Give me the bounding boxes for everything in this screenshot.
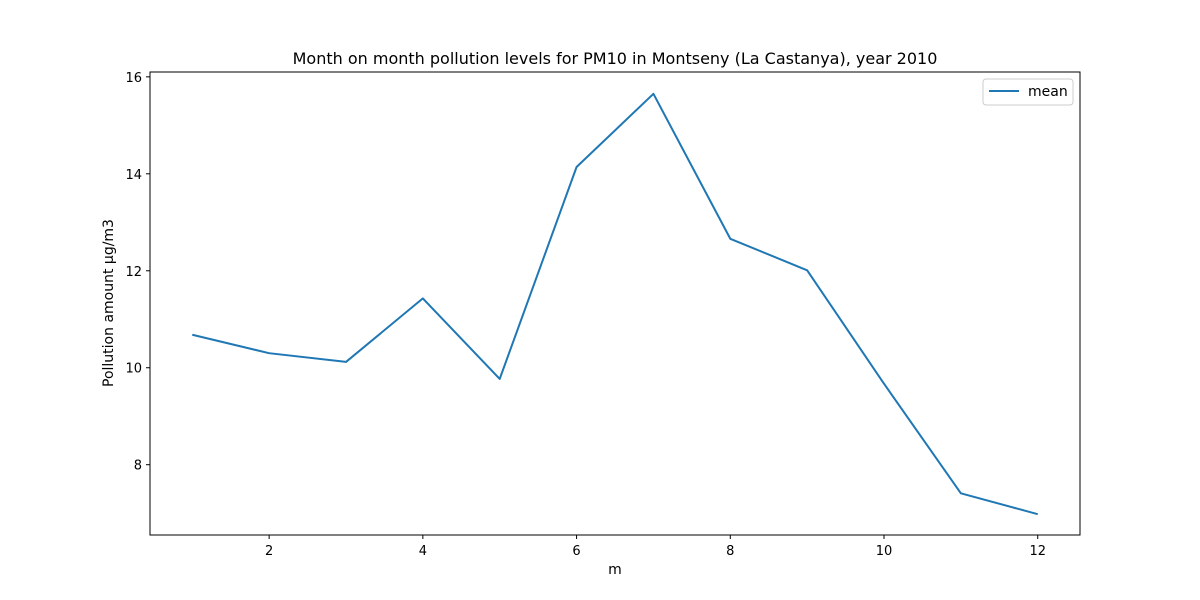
x-tick-label: 2	[265, 544, 273, 559]
axes-frame	[149, 71, 1081, 536]
legend-box	[982, 78, 1074, 106]
y-tick-label: 8	[134, 459, 142, 474]
plot-area: 8 10 12 14 16 2 4 6 8 10 12	[125, 71, 1081, 559]
x-axis-label: m	[608, 562, 622, 578]
legend: mean	[982, 78, 1074, 106]
y-tick-label: 12	[125, 265, 142, 280]
x-tick-label: 10	[876, 544, 893, 559]
x-tick-label: 6	[572, 544, 580, 559]
y-axis-label: Pollution amount µg/m3	[101, 219, 117, 387]
series-layer	[192, 92, 1038, 516]
series-line-mean	[192, 92, 1038, 516]
y-axis: 8 10 12 14 16	[125, 71, 150, 474]
x-tick-label: 8	[726, 544, 734, 559]
chart-title: Month on month pollution levels for PM10…	[293, 49, 938, 68]
x-axis: 2 4 6 8 10 12	[265, 535, 1046, 559]
y-tick-label: 14	[125, 168, 142, 183]
x-tick-label: 12	[1029, 544, 1046, 559]
legend-label: mean	[1028, 84, 1068, 100]
y-tick-label: 16	[125, 71, 142, 86]
y-tick-label: 10	[125, 362, 142, 377]
x-tick-label: 4	[419, 544, 427, 559]
